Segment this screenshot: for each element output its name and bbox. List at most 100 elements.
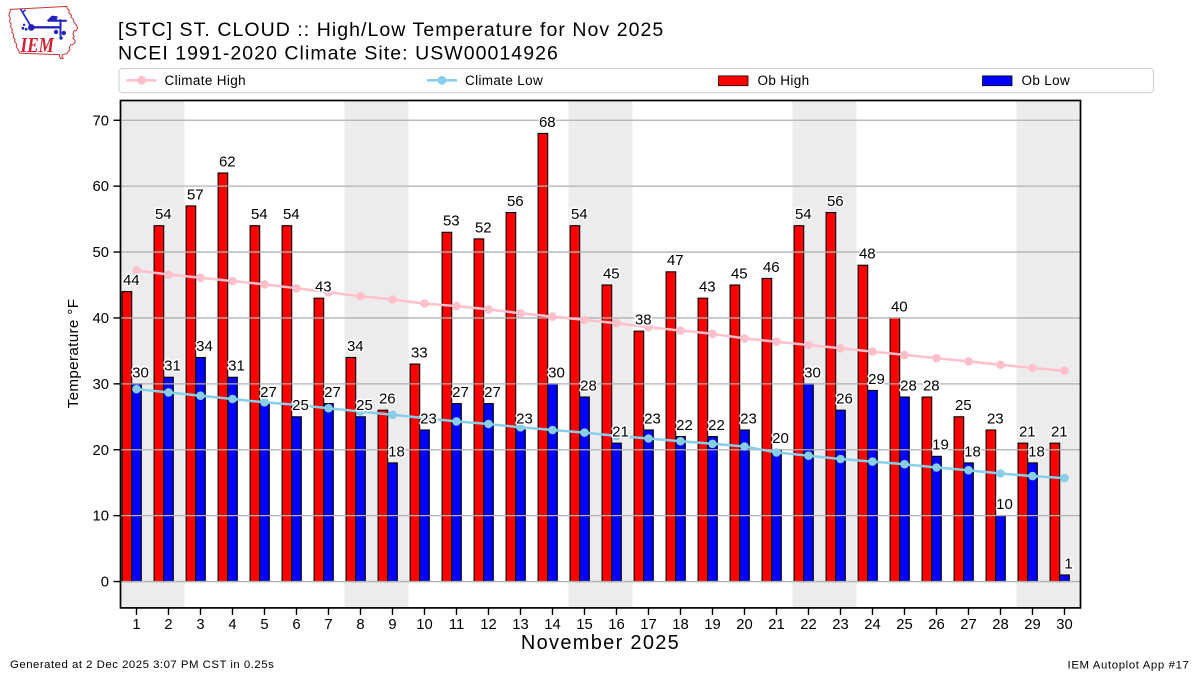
- svg-text:0: 0: [101, 575, 109, 591]
- svg-text:Climate High: Climate High: [165, 73, 246, 88]
- svg-text:56: 56: [827, 193, 844, 210]
- svg-text:10: 10: [416, 617, 432, 633]
- svg-text:Ob High: Ob High: [758, 73, 810, 88]
- svg-text:4: 4: [228, 617, 236, 633]
- svg-text:34: 34: [347, 338, 364, 355]
- svg-text:50: 50: [93, 245, 109, 261]
- svg-text:20: 20: [772, 430, 789, 447]
- svg-text:Temperature °F: Temperature °F: [65, 299, 82, 409]
- svg-text:43: 43: [315, 279, 332, 296]
- svg-text:54: 54: [251, 206, 268, 223]
- svg-text:1: 1: [132, 617, 140, 633]
- svg-text:60: 60: [93, 179, 109, 195]
- svg-text:23: 23: [832, 617, 848, 633]
- svg-text:10: 10: [93, 509, 109, 525]
- svg-text:18: 18: [388, 443, 405, 460]
- svg-text:18: 18: [964, 443, 981, 460]
- svg-text:26: 26: [836, 391, 853, 408]
- svg-text:54: 54: [283, 206, 300, 223]
- svg-text:30: 30: [804, 364, 821, 381]
- svg-text:48: 48: [859, 246, 876, 263]
- svg-text:30: 30: [132, 364, 149, 381]
- svg-text:16: 16: [608, 617, 624, 633]
- svg-text:Generated at 2 Dec 2025 3:07 P: Generated at 2 Dec 2025 3:07 PM CST in 0…: [10, 659, 274, 671]
- svg-text:54: 54: [795, 206, 812, 223]
- svg-text:21: 21: [1019, 424, 1036, 441]
- svg-text:46: 46: [763, 259, 780, 276]
- svg-text:18: 18: [1028, 443, 1045, 460]
- svg-text:45: 45: [731, 265, 748, 282]
- svg-text:13: 13: [512, 617, 528, 633]
- svg-text:7: 7: [324, 617, 332, 633]
- svg-text:70: 70: [93, 113, 109, 129]
- svg-text:27: 27: [260, 384, 277, 401]
- svg-text:30: 30: [1056, 617, 1072, 633]
- svg-text:IEM Autoplot App #17: IEM Autoplot App #17: [1068, 660, 1190, 672]
- svg-text:53: 53: [443, 213, 460, 230]
- svg-text:2: 2: [164, 617, 172, 633]
- svg-text:27: 27: [324, 384, 341, 401]
- svg-text:1: 1: [1064, 555, 1072, 572]
- svg-text:34: 34: [196, 338, 213, 355]
- svg-text:54: 54: [571, 206, 588, 223]
- svg-text:23: 23: [740, 410, 757, 427]
- svg-text:23: 23: [644, 410, 661, 427]
- svg-text:6: 6: [292, 617, 300, 633]
- svg-text:38: 38: [635, 312, 652, 329]
- svg-text:52: 52: [475, 219, 492, 236]
- svg-text:[STC] ST. CLOUD :: High/Low Te: [STC] ST. CLOUD :: High/Low Temperature …: [118, 19, 664, 41]
- svg-text:22: 22: [676, 417, 693, 434]
- svg-text:25: 25: [356, 397, 373, 414]
- svg-text:25: 25: [292, 397, 309, 414]
- svg-text:15: 15: [576, 617, 592, 633]
- svg-text:28: 28: [992, 617, 1008, 633]
- svg-text:26: 26: [379, 391, 396, 408]
- svg-text:20: 20: [93, 443, 109, 459]
- svg-text:23: 23: [987, 410, 1004, 427]
- svg-text:November 2025: November 2025: [521, 632, 680, 654]
- svg-text:8: 8: [356, 617, 364, 633]
- svg-text:12: 12: [480, 617, 496, 633]
- svg-text:40: 40: [891, 298, 908, 315]
- svg-text:IEM: IEM: [20, 33, 55, 57]
- svg-text:28: 28: [900, 377, 917, 394]
- svg-text:33: 33: [411, 345, 428, 362]
- svg-text:17: 17: [640, 617, 656, 633]
- svg-text:21: 21: [768, 617, 784, 633]
- svg-text:56: 56: [507, 193, 524, 210]
- svg-text:40: 40: [93, 311, 109, 327]
- svg-text:Climate Low: Climate Low: [465, 73, 543, 88]
- svg-text:21: 21: [612, 424, 629, 441]
- svg-text:28: 28: [580, 377, 597, 394]
- svg-text:22: 22: [800, 617, 816, 633]
- svg-text:27: 27: [960, 617, 976, 633]
- svg-text:54: 54: [155, 206, 172, 223]
- svg-text:3: 3: [196, 617, 204, 633]
- svg-text:29: 29: [868, 371, 885, 388]
- svg-text:20: 20: [736, 617, 752, 633]
- svg-text:23: 23: [516, 410, 533, 427]
- svg-text:25: 25: [955, 397, 972, 414]
- svg-text:29: 29: [1024, 617, 1040, 633]
- svg-text:19: 19: [932, 437, 949, 454]
- svg-text:44: 44: [123, 272, 140, 289]
- svg-text:27: 27: [484, 384, 501, 401]
- svg-text:Ob Low: Ob Low: [1022, 73, 1071, 88]
- svg-text:57: 57: [187, 186, 204, 203]
- svg-text:26: 26: [928, 617, 944, 633]
- svg-text:28: 28: [923, 377, 940, 394]
- svg-text:23: 23: [420, 410, 437, 427]
- svg-text:45: 45: [603, 265, 620, 282]
- svg-text:10: 10: [996, 496, 1013, 513]
- svg-text:31: 31: [164, 358, 181, 375]
- svg-text:NCEI 1991-2020 Climate Site: U: NCEI 1991-2020 Climate Site: USW00014926: [118, 43, 559, 65]
- svg-text:30: 30: [548, 364, 565, 381]
- svg-text:31: 31: [228, 358, 245, 375]
- svg-text:30: 30: [93, 377, 109, 393]
- svg-text:62: 62: [219, 153, 236, 170]
- svg-text:9: 9: [388, 617, 396, 633]
- svg-text:19: 19: [704, 617, 720, 633]
- svg-text:43: 43: [699, 279, 716, 296]
- svg-text:27: 27: [452, 384, 469, 401]
- svg-text:68: 68: [539, 114, 556, 131]
